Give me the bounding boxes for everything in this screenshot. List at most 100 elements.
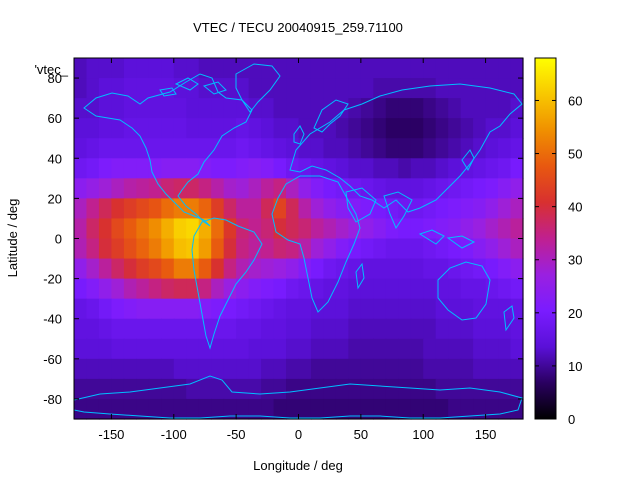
heatmap-cell bbox=[348, 318, 362, 340]
heatmap-cell bbox=[123, 378, 137, 400]
heatmap-cell bbox=[74, 258, 88, 280]
heatmap-cell bbox=[360, 378, 374, 400]
heatmap-cell bbox=[98, 258, 113, 280]
heatmap-cell bbox=[310, 198, 325, 220]
heatmap-cell bbox=[74, 278, 88, 300]
heatmap-cell bbox=[323, 358, 337, 380]
heatmap-cell bbox=[360, 78, 374, 99]
heatmap-cell bbox=[98, 218, 113, 240]
heatmap-cell bbox=[485, 238, 499, 260]
heatmap-cell bbox=[98, 298, 113, 320]
heatmap-cell bbox=[373, 258, 387, 280]
heatmap-cell bbox=[323, 98, 337, 119]
heatmap bbox=[74, 58, 524, 420]
heatmap-cell bbox=[348, 58, 362, 79]
antarctica-outline bbox=[73, 375, 523, 419]
colorbar-tick-label: 20 bbox=[568, 306, 582, 321]
heatmap-cell bbox=[485, 318, 499, 340]
heatmap-cell bbox=[410, 218, 424, 240]
heatmap-cell bbox=[435, 358, 449, 380]
heatmap-cell bbox=[223, 238, 237, 260]
heatmap-cell bbox=[485, 398, 499, 420]
heatmap-cell bbox=[473, 238, 487, 260]
heatmap-cell bbox=[86, 398, 100, 420]
heatmap-cell bbox=[161, 118, 175, 139]
heatmap-cell bbox=[186, 258, 200, 280]
heatmap-cell bbox=[460, 198, 474, 220]
heatmap-cell bbox=[123, 258, 137, 280]
heatmap-cell bbox=[136, 278, 150, 300]
heatmap-cell bbox=[136, 318, 150, 340]
heatmap-cell bbox=[348, 98, 362, 119]
y-tick-label: 80 bbox=[48, 71, 62, 86]
heatmap-cell bbox=[498, 198, 512, 220]
heatmap-cell bbox=[510, 258, 524, 280]
heatmap-cell bbox=[74, 318, 88, 340]
heatmap-cell bbox=[410, 258, 424, 280]
heatmap-cell bbox=[123, 238, 137, 260]
heatmap-cell bbox=[223, 398, 237, 420]
heatmap-cell bbox=[273, 378, 287, 400]
heatmap-cell bbox=[323, 158, 337, 179]
heatmap-cell bbox=[435, 58, 449, 79]
heatmap-cell bbox=[248, 238, 262, 260]
heatmap-cell bbox=[448, 218, 462, 240]
heatmap-cell bbox=[123, 178, 137, 199]
heatmap-cell bbox=[86, 178, 100, 199]
heatmap-cell bbox=[310, 378, 325, 400]
x-tick-label: 50 bbox=[354, 427, 368, 442]
heatmap-cell bbox=[310, 258, 325, 280]
heatmap-cell bbox=[248, 118, 262, 139]
heatmap-cell bbox=[161, 218, 175, 240]
heatmap-cell bbox=[198, 218, 212, 240]
heatmap-cell bbox=[161, 238, 175, 260]
heatmap-cell bbox=[111, 58, 125, 79]
heatmap-cell bbox=[111, 338, 125, 360]
heatmap-cell bbox=[398, 118, 412, 139]
heatmap-cell bbox=[473, 278, 487, 300]
heatmap-cell bbox=[211, 138, 225, 159]
heatmap-cell bbox=[173, 278, 187, 300]
heatmap-cell bbox=[161, 98, 175, 119]
heatmap-cell bbox=[298, 118, 312, 139]
heatmap-cell bbox=[186, 218, 200, 240]
heatmap-cell bbox=[360, 58, 374, 79]
heatmap-cell bbox=[123, 138, 137, 159]
heatmap-cell bbox=[385, 78, 399, 99]
heatmap-cell bbox=[310, 298, 325, 320]
heatmap-cell bbox=[173, 178, 187, 199]
heatmap-cell bbox=[423, 318, 437, 340]
heatmap-cell bbox=[223, 218, 237, 240]
heatmap-cell bbox=[236, 138, 250, 159]
heatmap-cell bbox=[435, 318, 449, 340]
heatmap-cell bbox=[510, 358, 524, 380]
heatmap-cell bbox=[273, 198, 287, 220]
heatmap-cell bbox=[360, 258, 374, 280]
heatmap-cell bbox=[286, 238, 300, 260]
heatmap-cell bbox=[248, 198, 262, 220]
heatmap-cell bbox=[248, 78, 262, 99]
heatmap-cell bbox=[385, 98, 399, 119]
heatmap-cell bbox=[273, 358, 287, 380]
heatmap-cell bbox=[373, 398, 387, 420]
heatmap-cell bbox=[223, 338, 237, 360]
heatmap-cell bbox=[236, 238, 250, 260]
heatmap-cell bbox=[261, 298, 275, 320]
heatmap-cell bbox=[510, 338, 524, 360]
heatmap-cell bbox=[273, 58, 287, 79]
heatmap-cell bbox=[273, 118, 287, 139]
heatmap-cell bbox=[136, 158, 150, 179]
y-tick-label: -60 bbox=[43, 352, 62, 367]
heatmap-cell bbox=[74, 78, 88, 99]
heatmap-cell bbox=[186, 358, 200, 380]
heatmap-cell bbox=[98, 138, 113, 159]
heatmap-cell bbox=[148, 258, 162, 280]
heatmap-cell bbox=[448, 318, 462, 340]
heatmap-cell bbox=[111, 378, 125, 400]
colorbar-tick-label: 30 bbox=[568, 253, 582, 268]
heatmap-cell bbox=[373, 278, 387, 300]
heatmap-cell bbox=[261, 278, 275, 300]
heatmap-cell bbox=[485, 258, 499, 280]
heatmap-cell bbox=[98, 398, 113, 420]
heatmap-cell bbox=[123, 218, 137, 240]
